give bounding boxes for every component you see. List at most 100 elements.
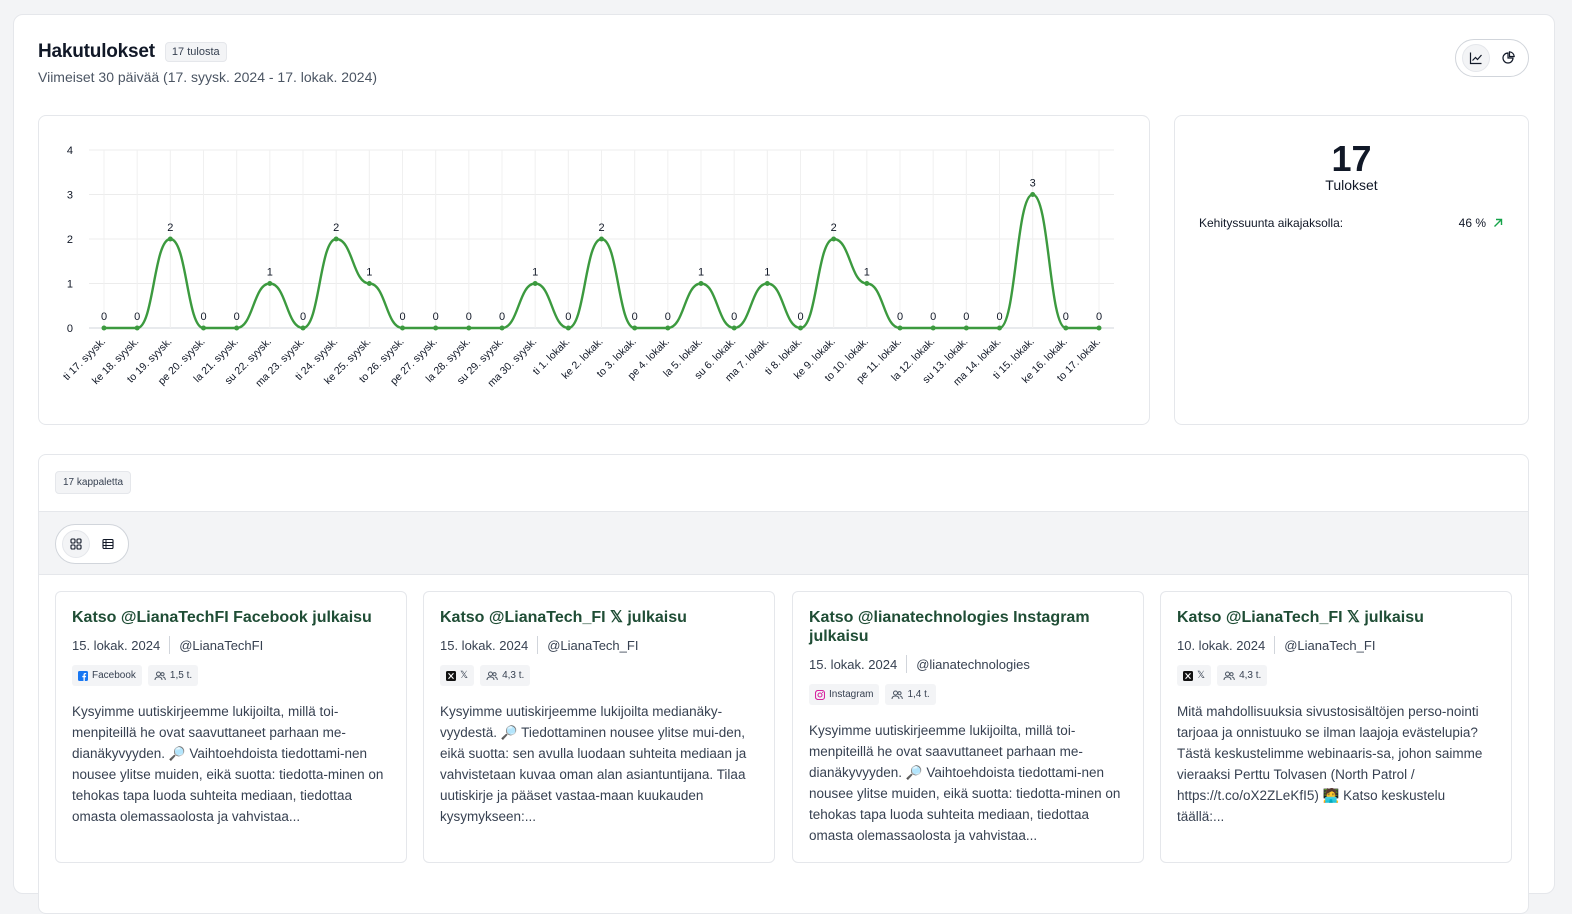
card-date: 15. lokak. 2024 <box>440 637 529 653</box>
line-chart-icon <box>1469 52 1482 65</box>
page-title: Hakutulokset <box>38 41 155 62</box>
card-excerpt: Kysyimme uutiskirjeemme lukijoilta media… <box>440 704 747 824</box>
data-label: 0 <box>996 311 1002 323</box>
data-point <box>1063 325 1069 331</box>
card-date: 15. lokak. 2024 <box>809 656 898 672</box>
data-point <box>366 281 372 286</box>
card-handle: @LianaTech_FI <box>1284 637 1376 653</box>
result-card[interactable]: Katso @LianaTech_FI 𝕏 julkaisu 15. lokak… <box>423 591 775 863</box>
result-count-badge: 17 tulosta <box>164 42 227 62</box>
card-title[interactable]: Katso @LianaTechFI Facebook julkaisu <box>72 609 372 626</box>
card-handle: @LianaTechFI <box>179 637 264 653</box>
data-point <box>532 281 538 286</box>
card-excerpt: Kysyimme uutiskirjeemme lukijoilta, mill… <box>72 704 384 824</box>
data-point <box>831 236 837 242</box>
trend-value: 46 % <box>1458 216 1486 230</box>
data-point <box>333 236 339 242</box>
table-view-button[interactable] <box>94 530 122 558</box>
card-date: 10. lokak. 2024 <box>1177 637 1266 653</box>
data-point <box>267 281 273 286</box>
card-handle: @LianaTech_FI <box>547 637 639 653</box>
card-title[interactable]: Katso @LianaTech_FI 𝕏 julkaisu <box>1177 609 1424 626</box>
platform-chip: Instagram <box>809 684 880 705</box>
data-label: 0 <box>897 311 903 323</box>
grid-icon <box>70 538 82 550</box>
reach-chip: 1,5 t. <box>147 665 199 686</box>
y-tick-label: 0 <box>67 323 73 335</box>
reach-chip: 4,3 t. <box>480 665 531 686</box>
trend-label: Kehityssuunta aikajaksolla: <box>1199 216 1344 230</box>
data-label: 0 <box>1063 311 1069 323</box>
results-list: 17 kappaletta <box>38 454 1529 914</box>
date-range-subtitle: Viimeiset 30 päivää (17. syysk. 2024 - 1… <box>38 69 378 85</box>
users-icon <box>1223 671 1235 680</box>
data-label: 0 <box>101 311 107 323</box>
data-point <box>101 325 107 331</box>
meta-separator <box>169 636 171 654</box>
card-meta: 15. lokak. 2024 @lianatechnologies <box>809 655 1127 673</box>
data-label: 3 <box>1030 178 1036 190</box>
data-label: 0 <box>300 311 306 323</box>
platform-label: 𝕏 <box>460 670 469 681</box>
line-chart-view-button[interactable] <box>1462 44 1490 72</box>
data-point <box>864 281 870 286</box>
y-tick-label: 2 <box>67 234 73 246</box>
data-label: 0 <box>665 311 671 323</box>
x-icon <box>446 670 456 681</box>
data-label: 0 <box>963 311 969 323</box>
arrow-up-right-icon <box>1494 218 1503 227</box>
search-results-panel: Hakutulokset 17 tulosta Viimeiset 30 päi… <box>13 14 1555 914</box>
data-label: 0 <box>433 311 439 323</box>
card-excerpt: Kysyimme uutiskirjeemme lukijoilta, mill… <box>809 723 1121 843</box>
card-excerpt: Mitä mahdollisuuksia sivustosisältöjen p… <box>1177 704 1483 824</box>
result-card[interactable]: Katso @LianaTech_FI 𝕏 julkaisu 10. lokak… <box>1160 591 1512 863</box>
platform-chip: 𝕏 <box>440 665 475 686</box>
results-count-badge: 17 kappaletta <box>55 471 132 494</box>
total-results-number: 17 <box>1331 138 1372 179</box>
data-point <box>201 325 206 331</box>
reach-value: 1,5 t. <box>169 670 193 681</box>
result-card[interactable]: Katso @lianatechnologies Instagram julka… <box>792 591 1144 863</box>
card-meta: 15. lokak. 2024 @LianaTechFI <box>72 636 390 654</box>
data-point <box>731 325 737 331</box>
result-card[interactable]: Katso @LianaTechFI Facebook julkaisu 15.… <box>55 591 407 863</box>
meta-separator <box>1274 636 1276 654</box>
reach-value: 4,3 t. <box>502 670 525 681</box>
platform-label: Facebook <box>92 670 136 681</box>
platform-label: 𝕏 <box>1197 670 1206 681</box>
data-label: 0 <box>200 311 206 323</box>
pie-chart-view-button[interactable] <box>1494 44 1522 72</box>
platform-label: Instagram <box>829 689 874 700</box>
data-label: 2 <box>598 222 604 234</box>
data-label: 0 <box>234 311 240 323</box>
card-title[interactable]: Katso @lianatechnologies Instagram julka… <box>809 609 1090 645</box>
data-point <box>234 325 240 331</box>
card-chips: Instagram 1,4 t. <box>809 684 1127 705</box>
data-point <box>930 325 936 331</box>
data-label: 2 <box>167 222 173 234</box>
data-label: 0 <box>499 311 505 323</box>
reach-chip: 1,4 t. <box>885 684 936 705</box>
data-label: 1 <box>532 267 538 279</box>
platform-chip: 𝕏 <box>1177 665 1212 686</box>
x-icon <box>1183 670 1193 681</box>
data-label: 2 <box>333 222 339 234</box>
data-point <box>897 325 903 331</box>
data-label: 0 <box>930 311 936 323</box>
data-label: 1 <box>764 267 770 279</box>
grid-view-button[interactable] <box>62 530 90 558</box>
trend-value-group: 46 % <box>1459 216 1504 230</box>
card-title[interactable]: Katso @LianaTech_FI 𝕏 julkaisu <box>440 609 687 626</box>
data-label: 0 <box>466 311 472 323</box>
total-results-label: Tulokset <box>1325 177 1378 193</box>
data-label: 1 <box>698 267 704 279</box>
data-point <box>764 281 770 286</box>
data-label: 2 <box>831 222 837 234</box>
data-point <box>565 325 571 331</box>
data-label: 1 <box>267 267 273 279</box>
data-point <box>167 236 173 242</box>
card-chips: Facebook 1,5 t. <box>72 665 390 686</box>
stats-summary: 17 Tulokset Kehityssuunta aikajaksolla: … <box>1174 115 1529 425</box>
layout-toggle <box>55 524 129 564</box>
data-label: 0 <box>797 311 803 323</box>
